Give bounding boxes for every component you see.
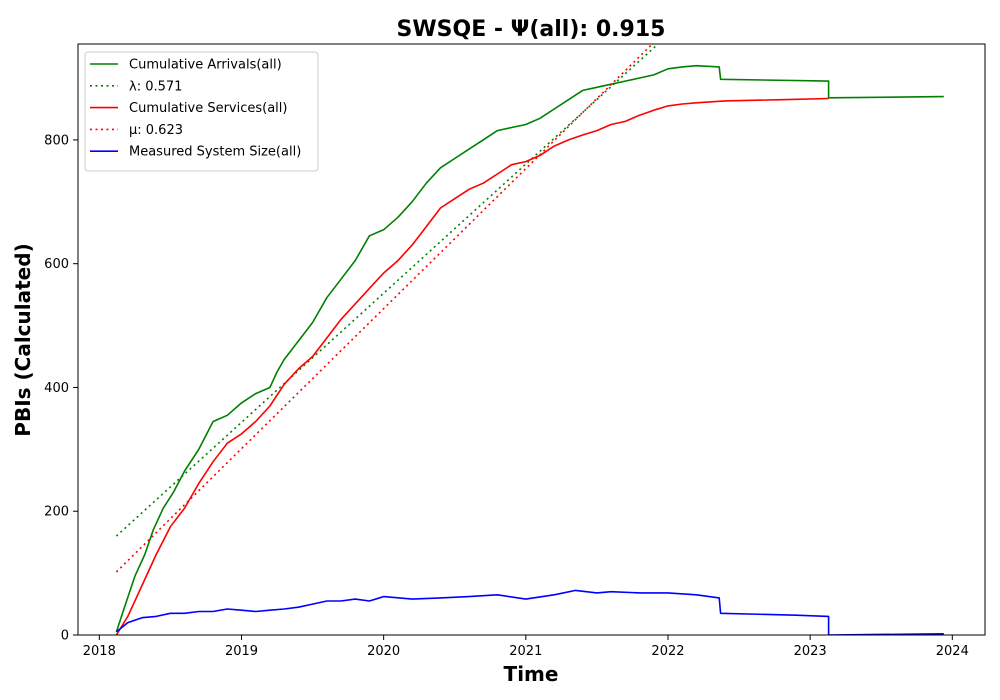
x-axis: 2018 2019 2020 2021 2022 2023 2024 (83, 635, 969, 659)
legend: Cumulative Arrivals(all) λ: 0.571 Cumulati… (84, 51, 319, 172)
x-tick-label: 2022 (651, 644, 684, 659)
legend-label: μ: 0.623 (129, 123, 183, 138)
x-tick-label: 2019 (225, 644, 258, 659)
plot-frame (77, 43, 986, 636)
x-tick-label: 2021 (509, 644, 542, 659)
series-line-1 (115, 44, 659, 537)
legend-label: Cumulative Arrivals(all) (129, 58, 282, 73)
chart-title: SWSQE - Ψ(all): 0.915 (397, 17, 666, 42)
legend-label: λ: 0.571 (129, 79, 182, 94)
y-tick-label: 400 (44, 381, 69, 396)
series-line-0 (115, 64, 944, 633)
y-tick-label: 600 (44, 257, 69, 272)
legend-label: Measured System Size(all) (129, 145, 301, 160)
series-line-2 (115, 97, 829, 635)
y-tick-label: 200 (44, 505, 69, 520)
series-line-4 (115, 589, 944, 635)
x-tick-label: 2023 (794, 644, 827, 659)
x-tick-label: 2020 (367, 644, 400, 659)
legend-label: Cumulative Services(all) (129, 101, 287, 116)
x-axis-label: Time (504, 662, 559, 686)
y-tick-label: 0 (61, 629, 69, 644)
y-axis: 0 200 400 600 800 (44, 133, 78, 644)
plot-area (115, 44, 944, 635)
y-tick-label: 800 (44, 133, 69, 148)
y-axis-label: PBIs (Calculated) (11, 243, 35, 436)
x-tick-label: 2024 (936, 644, 969, 659)
legend-box (84, 51, 319, 172)
x-tick-label: 2018 (83, 644, 116, 659)
